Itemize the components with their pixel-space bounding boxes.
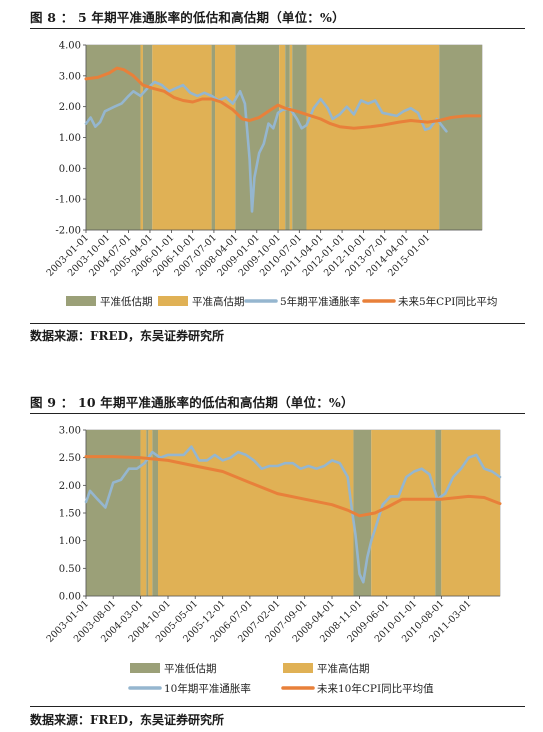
c1-y-tick-label: 0.00 xyxy=(59,164,81,175)
c1-period-band-over xyxy=(289,45,293,230)
c1-y-tick-label: -1.00 xyxy=(55,195,81,206)
figure-8-title: 图 8 ： 5 年期平准通胀率的低估和高估期（单位：%） xyxy=(30,10,345,25)
c1-period-band-under xyxy=(439,45,482,230)
figure-8-chart: 4.003.002.001.000.00-1.00-2.002003-01-01… xyxy=(45,41,498,309)
figure-8-top-rule xyxy=(30,28,525,29)
c1-legend-label-cpi: 未来5年CPI同比平均 xyxy=(398,295,497,308)
c1-legend-swatch-under xyxy=(66,296,96,306)
c1-legend-swatch-over xyxy=(158,296,188,306)
c1-y-tick-label: 2.00 xyxy=(59,102,81,113)
c2-period-band-over xyxy=(441,430,500,596)
c2-legend-label-cpi: 未来10年CPI同比平均值 xyxy=(317,682,434,695)
c2-series-cpi xyxy=(84,455,502,518)
c1-series-breakeven xyxy=(84,80,448,213)
c2-legend-label-over: 平准高估期 xyxy=(317,662,370,675)
c2-period-band-under xyxy=(86,430,141,596)
c1-period-band-under xyxy=(235,45,280,230)
c1-y-tick-label: 1.00 xyxy=(59,133,81,144)
c1-y-tick-label: 4.00 xyxy=(59,41,81,52)
c1-period-band-over xyxy=(306,45,440,230)
c1-period-band-over xyxy=(152,45,212,230)
c2-y-tick-label: 1.50 xyxy=(59,509,81,520)
c2-legend-swatch-under xyxy=(130,663,160,673)
c2-series-breakeven xyxy=(84,445,502,584)
c2-y-tick-label: 2.50 xyxy=(59,453,81,464)
c2-period-band-under xyxy=(152,430,158,596)
c2-period-band-over xyxy=(140,430,147,596)
figure-9-top-rule xyxy=(30,413,525,414)
c1-legend-label-over: 平准高估期 xyxy=(192,295,245,308)
c1-period-band-under xyxy=(142,45,153,230)
c1-period-band-over xyxy=(140,45,143,230)
figure-9-bottom-rule xyxy=(30,706,525,707)
c2-period-band-over xyxy=(148,430,153,596)
c1-legend-label-breakeven: 5年期平准通胀率 xyxy=(280,295,360,308)
figure-9-title: 图 9 ： 10 年期平准通胀率的低估和高估期（单位：%） xyxy=(30,395,354,410)
c1-period-band-under xyxy=(211,45,216,230)
c2-y-tick-label: 1.00 xyxy=(59,536,81,547)
c1-legend-label-under: 平准低估期 xyxy=(100,295,153,308)
c2-period-band-under xyxy=(435,430,442,596)
c2-period-band-under xyxy=(146,430,149,596)
c1-y-tick-label: -2.00 xyxy=(55,226,81,237)
c2-period-band-over xyxy=(157,430,354,596)
c2-y-tick-label: 3.00 xyxy=(59,426,81,437)
figure-8-source: 数据来源：FRED，东吴证券研究所 xyxy=(30,329,225,343)
c1-period-band-over xyxy=(215,45,236,230)
figure-8-bottom-rule xyxy=(30,323,525,324)
c2-y-tick-label: 0.50 xyxy=(59,564,81,575)
c2-y-tick-label: 0.00 xyxy=(59,592,81,603)
c2-legend-swatch-over xyxy=(283,663,313,673)
c1-period-band-under xyxy=(292,45,307,230)
c1-series-cpi xyxy=(84,66,482,130)
c1-period-band-under xyxy=(285,45,290,230)
c2-legend-label-breakeven: 10年期平准通胀率 xyxy=(164,682,251,695)
figure-9-source: 数据来源：FRED，东吴证券研究所 xyxy=(30,713,225,727)
c2-y-tick-label: 2.00 xyxy=(59,481,81,492)
c1-period-band-over xyxy=(279,45,286,230)
c2-legend-label-under: 平准低估期 xyxy=(164,662,217,675)
c2-period-band-over xyxy=(371,430,436,596)
c1-y-tick-label: 3.00 xyxy=(59,71,81,82)
